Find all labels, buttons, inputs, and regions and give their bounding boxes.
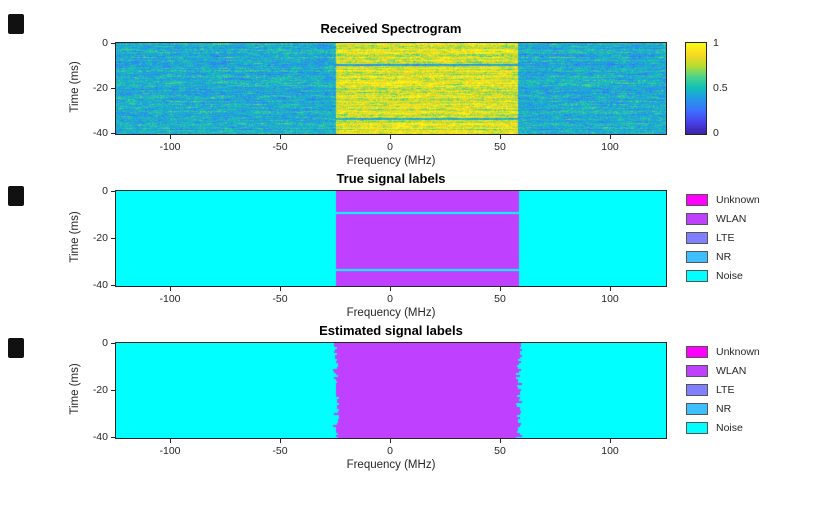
x-tick-mark — [280, 439, 281, 443]
legend-item: LTE — [686, 380, 798, 399]
legend-label: Noise — [716, 269, 743, 282]
y-tick-label: -20 — [92, 82, 108, 94]
y-tick-label: -40 — [92, 279, 108, 291]
colorbar-tick-label: 0 — [713, 127, 719, 139]
y-tick-mark — [111, 390, 115, 391]
x-tick-label: -100 — [159, 141, 181, 153]
x-tick-label: 100 — [601, 293, 619, 305]
x-tick-mark — [390, 439, 391, 443]
legend-label: Unknown — [716, 193, 760, 206]
x-tick-label: 50 — [494, 141, 506, 153]
spectrogram-canvas — [115, 42, 667, 135]
y-tick-mark — [111, 133, 115, 134]
margin-marker-icon — [8, 338, 24, 358]
plot-title: True signal labels — [336, 171, 446, 186]
x-tick-label: 0 — [387, 141, 393, 153]
x-tick-mark — [390, 135, 391, 139]
x-tick-mark — [170, 439, 171, 443]
x-tick-label: -50 — [272, 293, 288, 305]
x-axis-label: Frequency (MHz) — [346, 307, 436, 319]
x-tick-label: -100 — [159, 445, 181, 457]
legend-swatch-lte — [686, 231, 708, 244]
margin-marker-icon — [8, 14, 24, 34]
y-tick-mark — [111, 238, 115, 239]
x-tick-label: -50 — [272, 141, 288, 153]
true-labels-canvas — [115, 190, 667, 287]
legend-true-labels: Unknown WLAN LTE NR Noise — [686, 190, 798, 285]
legend-item: WLAN — [686, 209, 798, 228]
x-tick-mark — [500, 135, 501, 139]
y-tick-label: -40 — [92, 431, 108, 443]
y-tick-label: 0 — [102, 337, 108, 349]
legend-label: NR — [716, 402, 732, 415]
y-tick-mark — [111, 43, 115, 44]
x-tick-label: -50 — [272, 445, 288, 457]
legend-item: Noise — [686, 418, 798, 437]
x-tick-label: -100 — [159, 293, 181, 305]
x-tick-label: 0 — [387, 293, 393, 305]
legend-swatch-unknown — [686, 345, 708, 358]
y-tick-mark — [111, 437, 115, 438]
legend-item: Noise — [686, 266, 798, 285]
legend-swatch-unknown — [686, 193, 708, 206]
x-axis-label: Frequency (MHz) — [346, 459, 436, 471]
x-tick-label: 100 — [601, 445, 619, 457]
x-tick-mark — [280, 135, 281, 139]
legend-item: NR — [686, 399, 798, 418]
plot-title: Estimated signal labels — [319, 323, 463, 338]
legend-swatch-nr — [686, 402, 708, 415]
y-tick-label: -20 — [92, 232, 108, 244]
x-tick-label: 0 — [387, 445, 393, 457]
x-tick-mark — [500, 287, 501, 291]
legend-estimated-labels: Unknown WLAN LTE NR Noise — [686, 342, 798, 437]
legend-label: LTE — [716, 231, 735, 244]
legend-swatch-lte — [686, 383, 708, 396]
colorbar — [685, 42, 707, 135]
legend-label: NR — [716, 250, 732, 263]
y-tick-mark — [111, 285, 115, 286]
colorbar-tick-label: 1 — [713, 37, 719, 49]
y-tick-label: -40 — [92, 127, 108, 139]
y-tick-mark — [111, 88, 115, 89]
estimated-labels-canvas — [115, 342, 667, 439]
x-tick-label: 100 — [601, 141, 619, 153]
legend-swatch-noise — [686, 269, 708, 282]
x-tick-mark — [170, 287, 171, 291]
plot-title: Received Spectrogram — [320, 21, 462, 36]
x-tick-mark — [390, 287, 391, 291]
x-axis-label: Frequency (MHz) — [346, 155, 436, 167]
x-tick-mark — [610, 439, 611, 443]
legend-swatch-nr — [686, 250, 708, 263]
legend-label: LTE — [716, 383, 735, 396]
legend-swatch-wlan — [686, 212, 708, 225]
legend-label: Unknown — [716, 345, 760, 358]
legend-label: WLAN — [716, 364, 747, 377]
legend-item: Unknown — [686, 190, 798, 209]
y-tick-mark — [111, 343, 115, 344]
y-tick-mark — [111, 191, 115, 192]
legend-swatch-wlan — [686, 364, 708, 377]
legend-item: WLAN — [686, 361, 798, 380]
legend-item: LTE — [686, 228, 798, 247]
legend-label: Noise — [716, 421, 743, 434]
margin-marker-icon — [8, 186, 24, 206]
y-tick-label: 0 — [102, 37, 108, 49]
x-tick-mark — [610, 287, 611, 291]
x-tick-mark — [170, 135, 171, 139]
legend-item: Unknown — [686, 342, 798, 361]
x-tick-label: 50 — [494, 293, 506, 305]
legend-swatch-noise — [686, 421, 708, 434]
x-tick-mark — [280, 287, 281, 291]
x-tick-mark — [500, 439, 501, 443]
legend-label: WLAN — [716, 212, 747, 225]
x-tick-label: 50 — [494, 445, 506, 457]
y-tick-label: 0 — [102, 185, 108, 197]
x-tick-mark — [610, 135, 611, 139]
legend-item: NR — [686, 247, 798, 266]
y-tick-label: -20 — [92, 384, 108, 396]
colorbar-tick-label: 0.5 — [713, 82, 728, 94]
